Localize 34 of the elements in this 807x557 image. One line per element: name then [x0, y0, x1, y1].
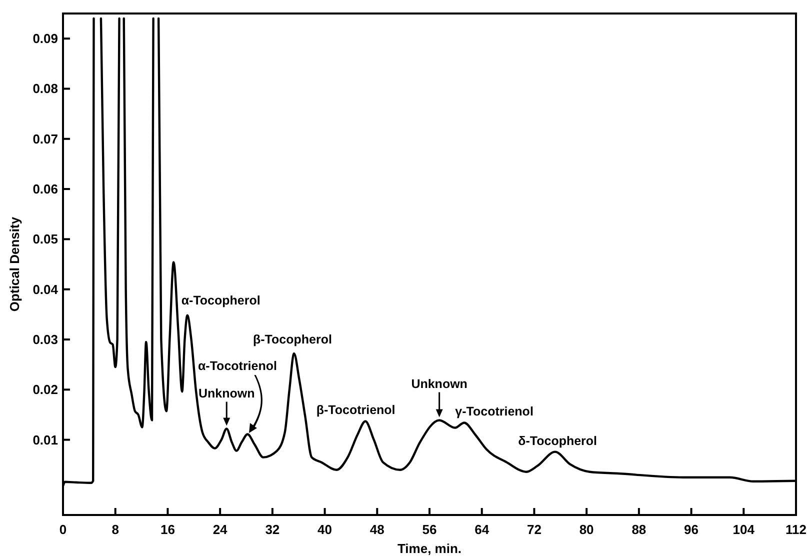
y-tick-label: 0.06 — [32, 182, 58, 197]
x-tick-label: 16 — [160, 522, 175, 537]
x-tick-label: 104 — [732, 522, 756, 537]
annotation: α-Tocopherol — [181, 293, 260, 308]
y-axis-title: Optical Density — [7, 216, 22, 312]
x-tick-label: 56 — [422, 522, 437, 537]
annotation: β-Tocotrienol — [316, 403, 396, 418]
x-tick-label: 8 — [112, 522, 119, 537]
x-tick-label: 24 — [212, 522, 228, 537]
x-tick-label: 88 — [632, 522, 646, 537]
x-tick-label: 112 — [786, 522, 806, 537]
y-tick-label: 0.09 — [32, 31, 58, 46]
y-tick-label: 0.03 — [32, 332, 58, 347]
y-tick-label: 0.04 — [32, 282, 59, 297]
x-tick-label: 48 — [370, 522, 384, 537]
x-tick-label: 32 — [265, 522, 280, 537]
x-tick-label: 40 — [318, 522, 332, 537]
x-tick-label: 72 — [526, 522, 542, 537]
y-tick-label: 0.05 — [32, 232, 58, 247]
annotation: β-Tocopherol — [253, 332, 332, 347]
x-tick-label: 80 — [579, 522, 594, 537]
annotation: γ-Tocotrienol — [455, 404, 534, 419]
x-tick-label: 64 — [474, 522, 490, 537]
y-tick-label: 0.08 — [32, 81, 58, 96]
y-tick-label: 0.02 — [32, 382, 58, 398]
x-tick-label: 96 — [684, 522, 699, 537]
annotation: Unknown — [198, 386, 255, 401]
x-axis-title: Time, min. — [397, 541, 462, 556]
y-tick-label: 0.01 — [32, 432, 58, 448]
annotation: α-Tocotrienol — [198, 359, 277, 373]
x-tick-label: 0 — [59, 522, 67, 537]
annotation: δ-Tocopherol — [518, 434, 598, 448]
y-tick-label: 0.07 — [32, 131, 58, 146]
annotation: Unknown — [411, 377, 468, 392]
